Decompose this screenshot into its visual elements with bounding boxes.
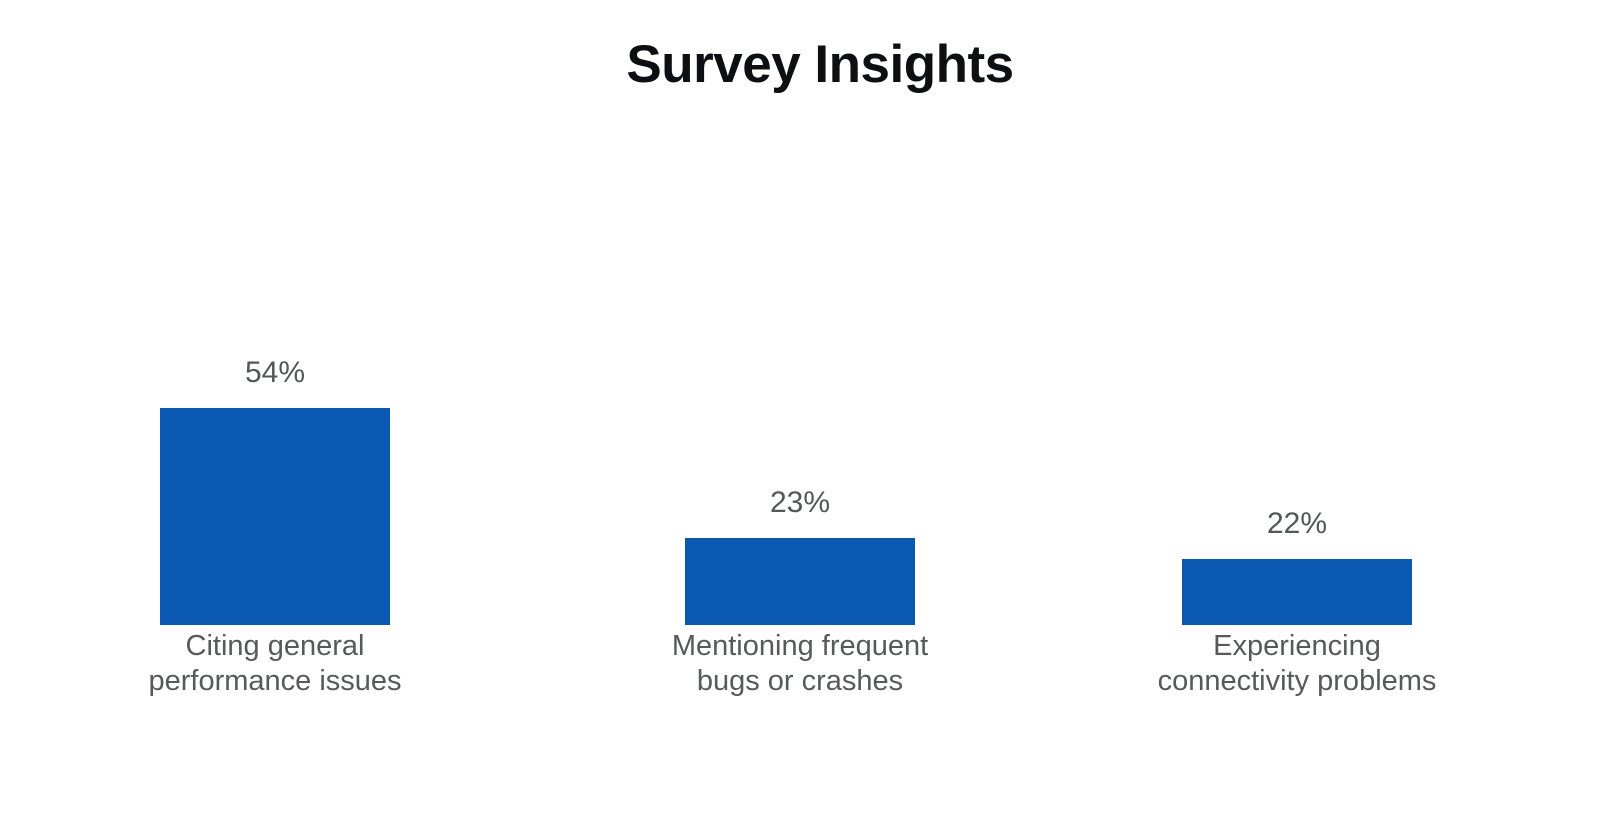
bar-category-label-line: Experiencing (1213, 630, 1381, 662)
bar-category-label: Experiencing connectivity problems (1107, 629, 1487, 699)
bar-value-label: 22% (1266, 507, 1328, 540)
chart-title: Survey Insights (626, 35, 1014, 94)
bar-group: 22% Experiencing connectivity problems (1107, 0, 1487, 817)
bar-category-label-line: bugs or crashes (696, 665, 904, 697)
bar-category-label-line: Mentioning frequent (671, 630, 929, 662)
bar-value-label: 23% (769, 486, 831, 519)
bar-category-label: Mentioning frequent bugs or crashes (610, 629, 990, 699)
bar (1182, 559, 1412, 625)
bar-value-label: 54% (244, 356, 306, 389)
bar-category-label-line: performance issues (148, 665, 402, 697)
bar-category-label: Citing general performance issues (85, 629, 465, 699)
bar-category-label-line: connectivity problems (1157, 665, 1437, 697)
bar (160, 408, 390, 625)
bar-group: 23% Mentioning frequent bugs or crashes (610, 0, 990, 817)
bar (685, 538, 915, 625)
bar-group: 54% Citing general performance issues (85, 0, 465, 817)
bar-category-label-line: Citing general (185, 630, 365, 662)
